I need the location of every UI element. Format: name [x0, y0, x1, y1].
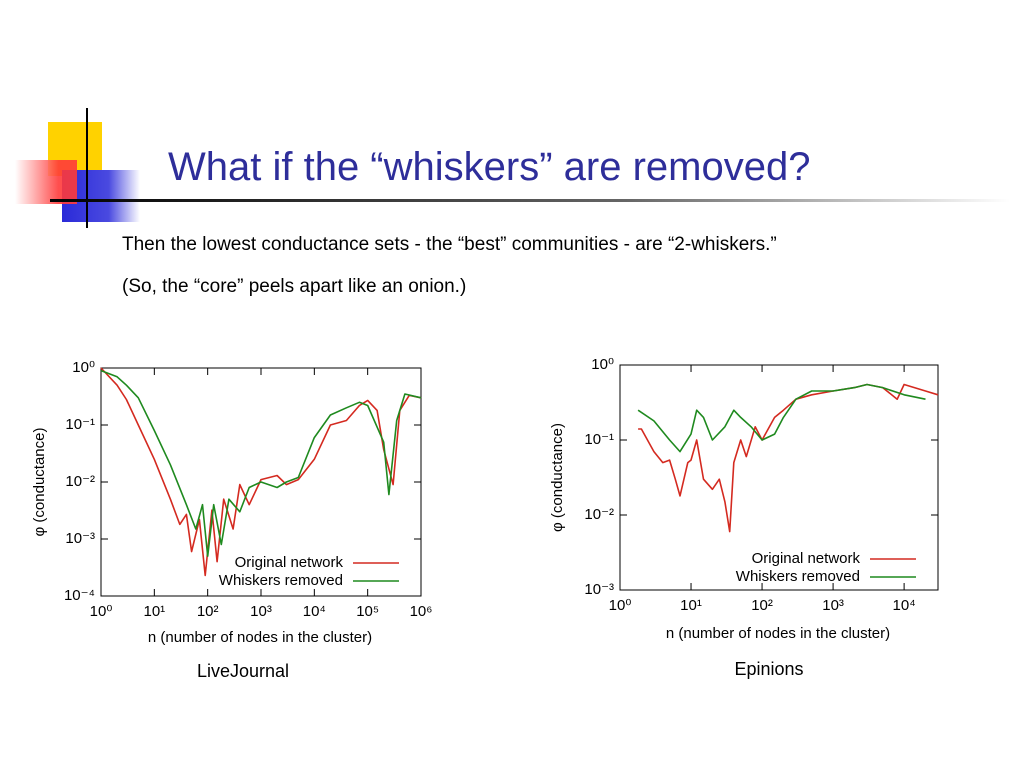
- y-tick-label: 10⁻¹: [65, 416, 95, 433]
- body-line: (So, the “core” peels apart like an onio…: [122, 276, 466, 297]
- legend-label: Original network: [235, 554, 344, 571]
- x-tick-label: 10³: [250, 603, 272, 620]
- slide-title: What if the “whiskers” are removed?: [168, 145, 810, 189]
- series-line: [638, 383, 939, 533]
- x-tick-label: 10⁰: [609, 597, 632, 614]
- y-axis-label: φ (conductance): [31, 428, 48, 537]
- title-rule: [50, 199, 1010, 202]
- x-axis-label: n (number of nodes in the cluster): [666, 625, 890, 642]
- y-tick-label: 10⁻³: [584, 581, 614, 598]
- y-tick-label: 10⁰: [591, 356, 614, 373]
- legend-label: Whiskers removed: [736, 568, 860, 585]
- x-tick-label: 10⁴: [893, 597, 916, 614]
- legend-label: Original network: [752, 550, 861, 567]
- y-tick-label: 10⁻⁴: [64, 587, 95, 604]
- x-tick-label: 10⁵: [356, 603, 379, 620]
- deco-red: [15, 160, 77, 204]
- body-line: Then the lowest conductance sets - the “…: [122, 234, 777, 255]
- plot-frame: [619, 364, 939, 591]
- x-tick-label: 10¹: [680, 597, 702, 614]
- x-tick-label: 10⁶: [410, 603, 433, 620]
- series-line: [637, 383, 926, 453]
- chart-caption: LiveJournal: [197, 661, 289, 681]
- x-axis-label: n (number of nodes in the cluster): [148, 629, 372, 646]
- y-axis-label: φ (conductance): [549, 423, 566, 532]
- series-line: [100, 367, 422, 577]
- x-tick-label: 10⁰: [90, 603, 113, 620]
- chart-caption: Epinions: [734, 659, 803, 679]
- x-tick-label: 10⁴: [303, 603, 326, 620]
- series-line: [100, 369, 422, 557]
- y-tick-label: 10⁻³: [65, 530, 95, 547]
- y-tick-label: 10⁻¹: [584, 431, 614, 448]
- x-tick-label: 10¹: [143, 603, 165, 620]
- legend-label: Whiskers removed: [219, 572, 343, 589]
- x-tick-label: 10³: [822, 597, 844, 614]
- y-tick-label: 10⁻²: [584, 506, 614, 523]
- y-tick-label: 10⁰: [72, 359, 95, 376]
- x-tick-label: 10²: [751, 597, 773, 614]
- x-tick-label: 10²: [197, 603, 219, 620]
- y-tick-label: 10⁻²: [65, 473, 95, 490]
